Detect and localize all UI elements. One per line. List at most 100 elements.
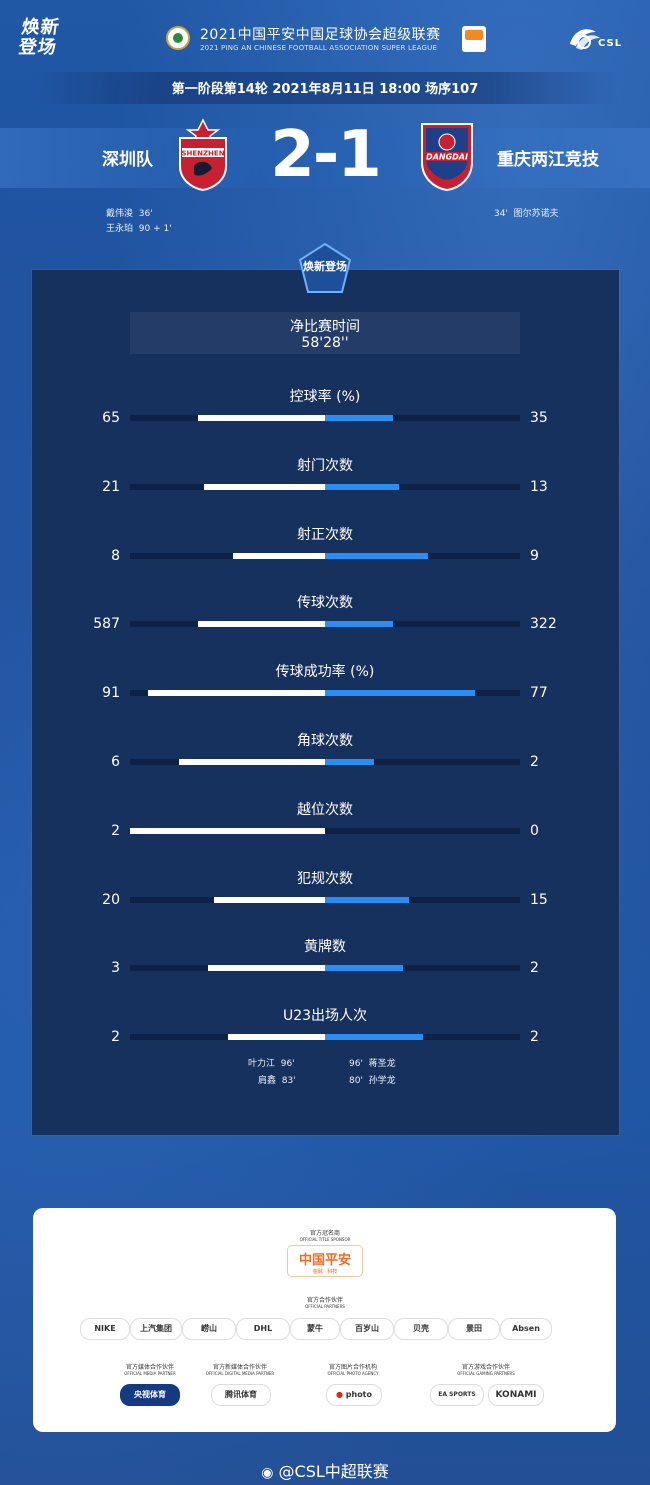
partner-logo: 崂山 [182, 1318, 236, 1340]
tencent-sports-logo: 腾讯体育 [211, 1384, 271, 1406]
stat-label: 传球成功率 (%) [275, 664, 375, 681]
away-crest-text: DANGDAI [426, 153, 468, 162]
away-stat-bar [325, 1034, 423, 1041]
league-title-en: 2021 PING AN CHINESE FOOTBALL ASSOCIATIO… [200, 44, 438, 52]
weibo-handle[interactable]: ◉ @CSL中超联赛 [261, 1462, 389, 1481]
photo-agency-caption: 官方图片合作机构 OFFICIAL PHOTO AGENCY [327, 1364, 379, 1376]
stat-label: 射正次数 [297, 526, 353, 543]
away-stat-bar [325, 415, 394, 421]
away-stat-bar [325, 759, 374, 765]
match-score: 2-1 [270, 118, 382, 192]
away-stat-bar [325, 552, 429, 559]
home-stat-value: 3 [111, 960, 120, 977]
stats-panel [32, 270, 619, 1135]
stat-bar-track [130, 1034, 520, 1041]
home-stat-value: 6 [111, 754, 120, 770]
stat-bar-track [130, 759, 520, 765]
partner-logo: 蒙牛 [290, 1318, 340, 1340]
stat-label: 控球率 (%) [289, 389, 361, 405]
away-stat-value: 0 [530, 822, 539, 839]
partner-logo: DHL [236, 1318, 290, 1340]
home-scorer: 王永珀 90 + 1' [106, 224, 172, 234]
stat-bar-track [130, 827, 520, 834]
u23-home-player: 肩鑫 83' [258, 1076, 296, 1086]
stat-label: 犯规次数 [297, 870, 353, 887]
away-stat-bar [325, 621, 394, 628]
weibo-icon: ◉ [261, 1465, 274, 1481]
cctv-sports-logo: 央视体育 [120, 1384, 180, 1406]
partner-logo: Absen [500, 1318, 552, 1340]
home-stat-value: 65 [102, 410, 120, 426]
away-stat-value: 2 [530, 1029, 539, 1046]
stat-label: 角球次数 [297, 733, 353, 749]
stat-label: 传球次数 [297, 595, 353, 612]
home-stat-value: 2 [111, 822, 120, 839]
stat-bar-track [130, 415, 520, 421]
title-sponsor-caption: 官方冠名商 OFFICIAL TITLE SPONSOR [299, 1230, 351, 1242]
away-team-crest-icon: DANGDAI [421, 123, 473, 192]
u23-home-player: 叶力江 96' [248, 1059, 295, 1069]
home-stat-value: 8 [111, 547, 120, 564]
stat-label: U23出场人次 [282, 1008, 368, 1025]
partner-logo: 景田 [448, 1318, 500, 1340]
home-scorer: 戴伟浚 36' [106, 209, 153, 219]
ping-an-sponsor-logo: 中国平安 金融 · 科技 [288, 1246, 362, 1276]
away-stat-value: 13 [530, 478, 548, 495]
away-stat-value: 322 [530, 616, 557, 633]
u23-away-player: 80' 孙学龙 [349, 1076, 396, 1086]
home-stat-value: 91 [102, 685, 120, 702]
away-stat-value: 77 [530, 685, 548, 702]
home-stat-bar [233, 552, 325, 559]
score-band [0, 128, 650, 188]
home-stat-bar [227, 1034, 325, 1041]
home-stat-bar [213, 896, 325, 903]
home-team-crest-icon: SHENZHEN [179, 118, 227, 192]
stat-bar-track [130, 483, 520, 490]
net-time-label: 净比赛时间 [290, 319, 360, 335]
stat-bar-track [130, 552, 520, 559]
stat-label: 越位次数 [297, 801, 353, 818]
home-stat-bar [208, 965, 325, 972]
home-stat-bar [178, 759, 325, 765]
away-stat-bar [325, 483, 400, 490]
round-info: 第一阶段第14轮 2021年8月11日 18:00 场序107 [171, 82, 479, 97]
stat-bar-track [130, 690, 520, 697]
photo-agency-logo: ● photo [326, 1384, 382, 1406]
home-stat-bar [198, 621, 325, 628]
stat-bar-track [130, 621, 520, 628]
home-stat-bar [204, 483, 325, 490]
gaming-caption: 官方游戏合作伙伴 OFFICIAL GAMING PARTNERS [457, 1364, 515, 1376]
ea-sports-logo: EA SPORTS [430, 1384, 484, 1406]
away-stat-value: 2 [530, 754, 539, 770]
stat-label: 射门次数 [297, 457, 353, 474]
home-stat-value: 20 [102, 891, 120, 908]
away-stat-value: 35 [530, 410, 548, 426]
partners-caption: 官方合作伙伴 OFFICIAL PARTNERS [305, 1297, 345, 1309]
konami-logo: KONAMI [488, 1384, 544, 1406]
stat-bar-track [130, 965, 520, 972]
partner-logo: NIKE [80, 1318, 130, 1340]
league-title: 2021中国平安中国足球协会超级联赛 [200, 27, 441, 43]
ping-an-logo-icon [462, 26, 486, 52]
away-stat-bar [325, 690, 476, 697]
away-stat-value: 15 [530, 891, 548, 908]
home-stat-value: 21 [102, 478, 120, 495]
stat-label: 黄牌数 [304, 939, 346, 956]
away-stat-bar [325, 965, 403, 972]
away-stat-value: 2 [530, 960, 539, 977]
media-caption: 官方媒体合作伙伴 OFFICIAL MEDIA PARTNER [124, 1364, 176, 1376]
home-stat-bar [147, 690, 325, 697]
partner-logo: 百岁山 [340, 1318, 394, 1340]
home-stat-value: 587 [93, 616, 120, 633]
partner-logo: 贝壳 [394, 1318, 448, 1340]
net-time-box [130, 312, 520, 354]
home-stat-value: 2 [111, 1029, 120, 1046]
league-brand-logo: 焕新登场 [17, 17, 62, 58]
cfa-badge-icon [166, 26, 190, 50]
home-stat-bar [198, 415, 325, 421]
home-crest-text: SHENZHEN [181, 150, 224, 158]
partner-logo: 上汽集团 [130, 1318, 182, 1340]
panel-emblem-icon: 焕新登场 [298, 242, 352, 293]
away-stat-value: 9 [530, 547, 539, 564]
away-team-name: 重庆两江竞技 [497, 150, 599, 170]
